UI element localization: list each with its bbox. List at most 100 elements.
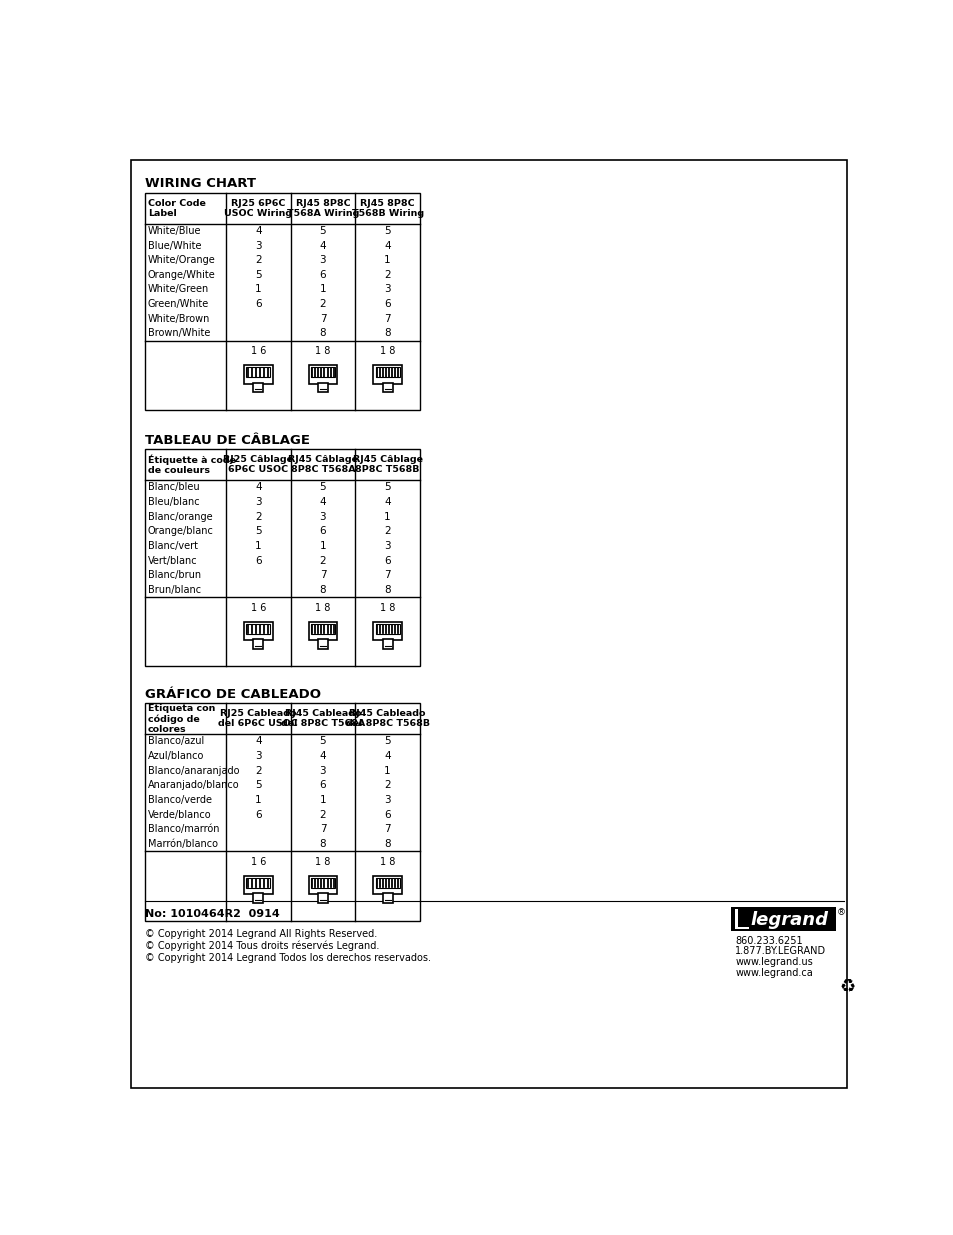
Text: 3: 3 xyxy=(254,751,261,761)
Text: 860.233.6251: 860.233.6251 xyxy=(735,936,802,946)
Bar xyxy=(246,368,270,378)
Text: Anaranjado/blanco: Anaranjado/blanco xyxy=(148,781,239,790)
Text: 7: 7 xyxy=(319,314,326,324)
Text: Bleu/blanc: Bleu/blanc xyxy=(148,496,199,508)
Text: Blue/White: Blue/White xyxy=(148,241,201,251)
Bar xyxy=(246,878,270,888)
Text: Blanco/marrón: Blanco/marrón xyxy=(148,824,219,835)
Bar xyxy=(317,383,328,393)
Text: 1: 1 xyxy=(319,284,326,294)
Text: 4: 4 xyxy=(384,751,391,761)
Bar xyxy=(253,640,263,648)
Text: Blanc/brun: Blanc/brun xyxy=(148,571,201,580)
Text: 5: 5 xyxy=(319,226,326,236)
Bar xyxy=(373,366,401,384)
Text: White/Blue: White/Blue xyxy=(148,226,201,236)
Text: 2: 2 xyxy=(384,526,391,536)
Bar xyxy=(375,878,399,888)
Bar xyxy=(253,893,263,903)
Text: 5: 5 xyxy=(319,483,326,493)
Text: 1 8: 1 8 xyxy=(379,347,395,357)
Text: Azul/blanco: Azul/blanco xyxy=(148,751,204,761)
Text: RJ45 8P8C
T568A Wiring: RJ45 8P8C T568A Wiring xyxy=(287,199,358,217)
Text: 1: 1 xyxy=(384,511,391,521)
Text: RJ45 8P8C
T568B Wiring: RJ45 8P8C T568B Wiring xyxy=(352,199,423,217)
Text: 3: 3 xyxy=(319,511,326,521)
Text: 5: 5 xyxy=(319,736,326,746)
Bar xyxy=(311,368,335,378)
Text: 5: 5 xyxy=(254,526,261,536)
Text: 7: 7 xyxy=(319,824,326,835)
Text: ®: ® xyxy=(836,908,845,918)
Bar xyxy=(244,366,273,384)
Bar xyxy=(375,368,399,378)
Text: 1: 1 xyxy=(254,284,261,294)
Text: RJ45 Câblage
8P8C T568B: RJ45 Câblage 8P8C T568B xyxy=(353,454,422,474)
Text: 6: 6 xyxy=(319,781,326,790)
Text: 3: 3 xyxy=(319,766,326,776)
Text: ♻: ♻ xyxy=(840,979,855,998)
Text: 1 8: 1 8 xyxy=(314,857,331,867)
Text: 2: 2 xyxy=(254,766,261,776)
Bar xyxy=(317,640,328,648)
Bar xyxy=(311,878,335,888)
Text: © Copyright 2014 Legrand All Rights Reserved.: © Copyright 2014 Legrand All Rights Rese… xyxy=(145,929,376,939)
Text: 1 8: 1 8 xyxy=(314,603,331,613)
Text: 4: 4 xyxy=(254,226,261,236)
Bar xyxy=(309,621,336,640)
Bar xyxy=(309,876,336,894)
Text: 2: 2 xyxy=(254,256,261,266)
Text: © Copyright 2014 Legrand Todos los derechos reservados.: © Copyright 2014 Legrand Todos los derec… xyxy=(145,953,431,963)
Bar xyxy=(246,624,270,634)
Text: 5: 5 xyxy=(384,483,391,493)
Text: Blanco/anaranjado: Blanco/anaranjado xyxy=(148,766,239,776)
Bar xyxy=(253,383,263,393)
Bar xyxy=(731,906,835,931)
Text: 2: 2 xyxy=(319,556,326,566)
Text: 6: 6 xyxy=(254,299,261,309)
Bar xyxy=(145,450,419,667)
Bar xyxy=(309,366,336,384)
Text: 4: 4 xyxy=(254,483,261,493)
Text: White/Orange: White/Orange xyxy=(148,256,215,266)
Bar xyxy=(375,624,399,634)
Text: 3: 3 xyxy=(254,496,261,508)
Text: 3: 3 xyxy=(384,541,391,551)
Bar xyxy=(244,876,273,894)
Text: 2: 2 xyxy=(254,511,261,521)
Text: RJ25 6P6C
USOC Wiring: RJ25 6P6C USOC Wiring xyxy=(224,199,292,217)
Bar xyxy=(735,926,748,929)
Bar xyxy=(311,624,335,634)
Text: 1: 1 xyxy=(319,795,326,805)
Text: 4: 4 xyxy=(319,751,326,761)
Text: 3: 3 xyxy=(254,241,261,251)
Text: Orange/blanc: Orange/blanc xyxy=(148,526,213,536)
Text: Brown/White: Brown/White xyxy=(148,329,210,338)
Text: Blanco/azul: Blanco/azul xyxy=(148,736,204,746)
Bar xyxy=(373,876,401,894)
Text: 1 8: 1 8 xyxy=(379,857,395,867)
Text: 7: 7 xyxy=(384,571,391,580)
Text: © Copyright 2014 Tous droits réservés Legrand.: © Copyright 2014 Tous droits réservés Le… xyxy=(145,941,378,951)
Text: 6: 6 xyxy=(254,810,261,820)
Text: 6: 6 xyxy=(384,299,391,309)
Text: 2: 2 xyxy=(319,810,326,820)
Text: 2: 2 xyxy=(384,270,391,280)
Text: RJ25 Cableado
del 6P6C USOC: RJ25 Cableado del 6P6C USOC xyxy=(218,709,298,729)
Text: 6: 6 xyxy=(254,556,261,566)
Text: 4: 4 xyxy=(319,496,326,508)
Text: Brun/blanc: Brun/blanc xyxy=(148,585,201,595)
Text: 4: 4 xyxy=(384,496,391,508)
Text: Marrón/blanco: Marrón/blanco xyxy=(148,839,217,848)
Text: 3: 3 xyxy=(384,284,391,294)
Text: 1: 1 xyxy=(254,795,261,805)
Text: 1.877.BY.LEGRAND: 1.877.BY.LEGRAND xyxy=(735,946,825,956)
Text: 5: 5 xyxy=(384,226,391,236)
Text: 6: 6 xyxy=(384,810,391,820)
Text: 2: 2 xyxy=(384,781,391,790)
Text: 6: 6 xyxy=(319,270,326,280)
Text: 5: 5 xyxy=(254,781,261,790)
Text: 8: 8 xyxy=(319,839,326,848)
Text: 8: 8 xyxy=(319,585,326,595)
Text: WIRING CHART: WIRING CHART xyxy=(145,177,255,190)
